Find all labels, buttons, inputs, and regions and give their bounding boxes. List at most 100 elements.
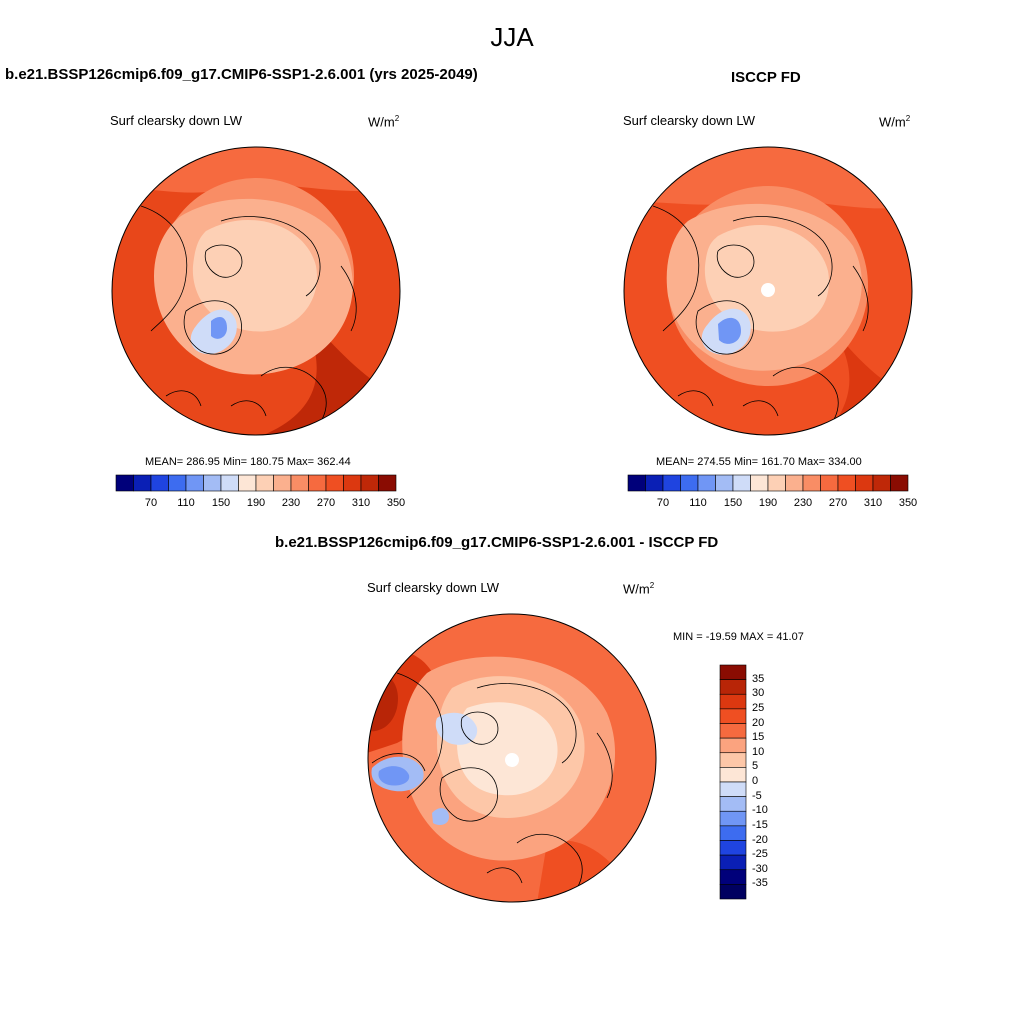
obs-colorbar — [627, 474, 909, 492]
diff-colorbar-label: 15 — [752, 731, 765, 744]
diff-colorbar-swatch — [719, 679, 747, 695]
diff-colorbar-label: 25 — [752, 701, 765, 714]
model-stats: MEAN= 286.95 Min= 180.75 Max= 362.44 — [145, 456, 351, 468]
obs-colorbar-swatch — [732, 474, 751, 492]
model-colorbar-swatch — [325, 474, 344, 492]
diff-colorbar-label: 30 — [752, 687, 765, 700]
obs-colorbar-swatch — [750, 474, 769, 492]
obs-colorbar-swatch — [820, 474, 839, 492]
diff-colorbar-label: -10 — [752, 804, 768, 817]
obs-colorbar-swatch — [662, 474, 681, 492]
model-colorbar-swatch — [238, 474, 257, 492]
obs-variable-label: Surf clearsky down LW — [623, 113, 755, 128]
obs-colorbar-label: 230 — [793, 497, 813, 509]
obs-colorbar-swatch — [697, 474, 716, 492]
diff-colorbar-swatch — [719, 708, 747, 724]
obs-colorbar-swatch — [872, 474, 891, 492]
model-polar-map — [111, 146, 401, 436]
obs-colorbar-label: 110 — [689, 497, 707, 509]
obs-colorbar-swatch — [645, 474, 664, 492]
model-colorbar-label: 350 — [386, 497, 406, 509]
model-colorbar-swatch — [133, 474, 152, 492]
obs-colorbar-swatch — [627, 474, 646, 492]
obs-colorbar-label: 190 — [758, 497, 778, 509]
diff-units: W/m2 — [623, 581, 655, 597]
model-colorbar-swatch — [360, 474, 379, 492]
obs-colorbar-swatch — [802, 474, 821, 492]
model-colorbar-swatch — [255, 474, 274, 492]
obs-colorbar-label: 350 — [898, 497, 918, 509]
diff-colorbar-label: -30 — [752, 862, 768, 875]
model-colorbar-swatch — [150, 474, 169, 492]
obs-colorbar-label: 310 — [863, 497, 883, 509]
obs-colorbar-label: 270 — [828, 497, 848, 509]
diff-colorbar-label: 35 — [752, 672, 765, 685]
diff-case-title: b.e21.BSSP126cmip6.f09_g17.CMIP6-SSP1-2.… — [275, 534, 719, 551]
model-colorbar-labels: 70 110 150 190 230 270 310 350 — [116, 497, 405, 511]
diff-stats: MIN = -19.59 MAX = 41.07 — [673, 631, 804, 643]
model-colorbar-label: 110 — [177, 497, 195, 509]
diff-colorbar-label: -35 — [752, 877, 768, 890]
diff-polar-map — [367, 613, 657, 903]
diff-colorbar-labels: 35 30 25 20 15 10 5 0 -5 -10 -15 -20 -25 -30 -35 — [752, 665, 792, 899]
model-colorbar-label: 310 — [351, 497, 371, 509]
model-colorbar-label: 230 — [281, 497, 301, 509]
model-colorbar-swatch — [220, 474, 239, 492]
model-colorbar-label: 150 — [211, 497, 231, 509]
diff-colorbar-swatch — [719, 767, 747, 783]
model-colorbar-swatch — [378, 474, 397, 492]
diff-colorbar-swatch — [719, 854, 747, 871]
model-colorbar-swatch — [273, 474, 292, 492]
model-colorbar-label: 270 — [316, 497, 336, 509]
diff-colorbar-swatch — [719, 723, 747, 739]
diff-variable-label: Surf clearsky down LW — [367, 580, 499, 595]
diff-colorbar-swatch — [719, 884, 747, 900]
diff-colorbar — [719, 664, 747, 900]
obs-case-title: ISCCP FD — [731, 69, 801, 86]
model-colorbar-swatch — [168, 474, 187, 492]
obs-colorbar-labels: 70 110 150 190 230 270 310 350 — [628, 497, 917, 511]
page-title: JJA — [490, 22, 534, 52]
model-colorbar-label: 70 — [144, 497, 158, 509]
diff-colorbar-label: 10 — [752, 745, 765, 758]
obs-polar-map — [623, 146, 913, 436]
model-colorbar-label: 190 — [246, 497, 266, 509]
diff-colorbar-swatch — [719, 796, 747, 812]
obs-colorbar-label: 150 — [723, 497, 743, 509]
diff-colorbar-swatch — [719, 825, 747, 841]
obs-colorbar-swatch — [715, 474, 734, 492]
obs-colorbar-label: 70 — [656, 497, 670, 509]
model-units: W/m2 — [368, 114, 400, 130]
obs-colorbar-swatch — [767, 474, 786, 492]
diff-colorbar-swatch — [719, 869, 747, 885]
diff-colorbar-label: -5 — [752, 789, 762, 802]
model-colorbar — [115, 474, 397, 492]
model-colorbar-swatch — [115, 474, 134, 492]
obs-colorbar-swatch — [855, 474, 874, 492]
diff-colorbar-label: 5 — [752, 760, 759, 773]
diff-colorbar-swatch — [719, 752, 747, 768]
model-case-title: b.e21.BSSP126cmip6.f09_g17.CMIP6-SSP1-2.… — [5, 66, 478, 83]
obs-colorbar-swatch — [680, 474, 699, 492]
diff-colorbar-label: -25 — [752, 848, 768, 861]
obs-units: W/m2 — [879, 114, 911, 130]
diff-colorbar-label: 20 — [752, 716, 765, 729]
diff-colorbar-swatch — [719, 737, 747, 754]
obs-colorbar-swatch — [890, 474, 909, 492]
diff-colorbar-swatch — [719, 810, 747, 827]
obs-colorbar-swatch — [837, 474, 856, 492]
diff-colorbar-label: -20 — [752, 833, 768, 846]
diff-colorbar-swatch — [719, 781, 747, 797]
model-colorbar-swatch — [290, 474, 309, 492]
diff-colorbar-swatch — [719, 664, 747, 680]
diff-colorbar-label: 0 — [752, 775, 759, 787]
model-colorbar-swatch — [185, 474, 204, 492]
model-colorbar-swatch — [203, 474, 222, 492]
model-colorbar-swatch — [308, 474, 327, 492]
diff-colorbar-swatch — [719, 840, 747, 856]
model-variable-label: Surf clearsky down LW — [110, 113, 242, 128]
diff-colorbar-swatch — [719, 693, 747, 710]
model-colorbar-swatch — [343, 474, 362, 492]
diff-colorbar-label: -15 — [752, 818, 768, 831]
obs-colorbar-swatch — [785, 474, 804, 492]
